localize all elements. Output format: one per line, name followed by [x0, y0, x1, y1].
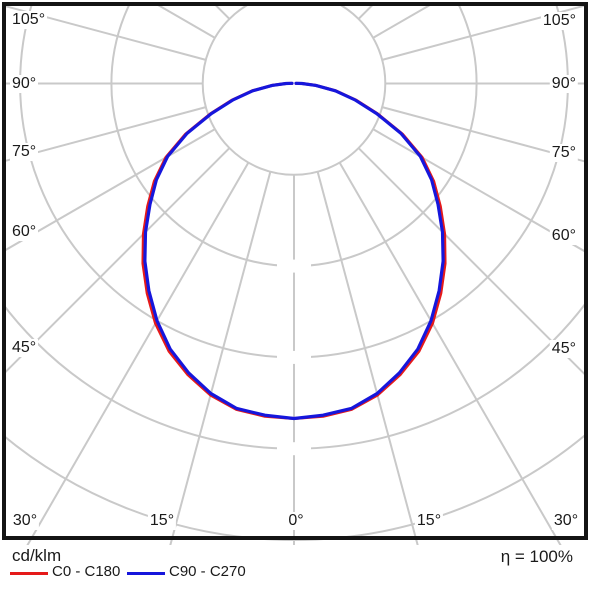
angle-tick-label: 60° — [549, 227, 578, 245]
intensity-curves — [141, 81, 447, 421]
angle-tick-label: 45° — [549, 340, 578, 358]
legend-label-c90-c270: C90 - C270 — [169, 563, 246, 580]
legend-label-c0-c180: C0 - C180 — [52, 563, 121, 580]
angle-tick-label: 15° — [147, 512, 177, 530]
angle-tick-label: 90° — [549, 75, 578, 93]
light-output-ratio-label: η = 100% — [500, 547, 573, 566]
angle-tick-label: 75° — [549, 144, 578, 162]
angle-tick-label: 15° — [414, 512, 444, 530]
curve-c90-c270 — [143, 81, 445, 421]
angle-tick-label: 105° — [540, 12, 578, 30]
units-label: cd/klm — [12, 546, 62, 565]
angle-tick-label: 105° — [10, 11, 48, 29]
plot-frame — [2, 2, 588, 540]
legend-item-c0-c180: C0 - C180 — [10, 563, 120, 583]
angle-tick-label: 90° — [10, 75, 39, 93]
angle-tick-label: 75° — [10, 143, 39, 161]
angle-tick-label: 30° — [10, 512, 40, 530]
angle-tick-label: 30° — [551, 512, 581, 530]
legend: C0 - C180 C90 - C270 — [0, 563, 600, 583]
angle-tick-label: 60° — [10, 223, 39, 241]
legend-line-red — [10, 572, 48, 575]
legend-item-c90-c270: C90 - C270 — [127, 563, 257, 583]
legend-line-blue — [127, 572, 165, 575]
angle-tick-label: 45° — [10, 339, 39, 357]
angle-tick-label: 0° — [286, 512, 306, 530]
